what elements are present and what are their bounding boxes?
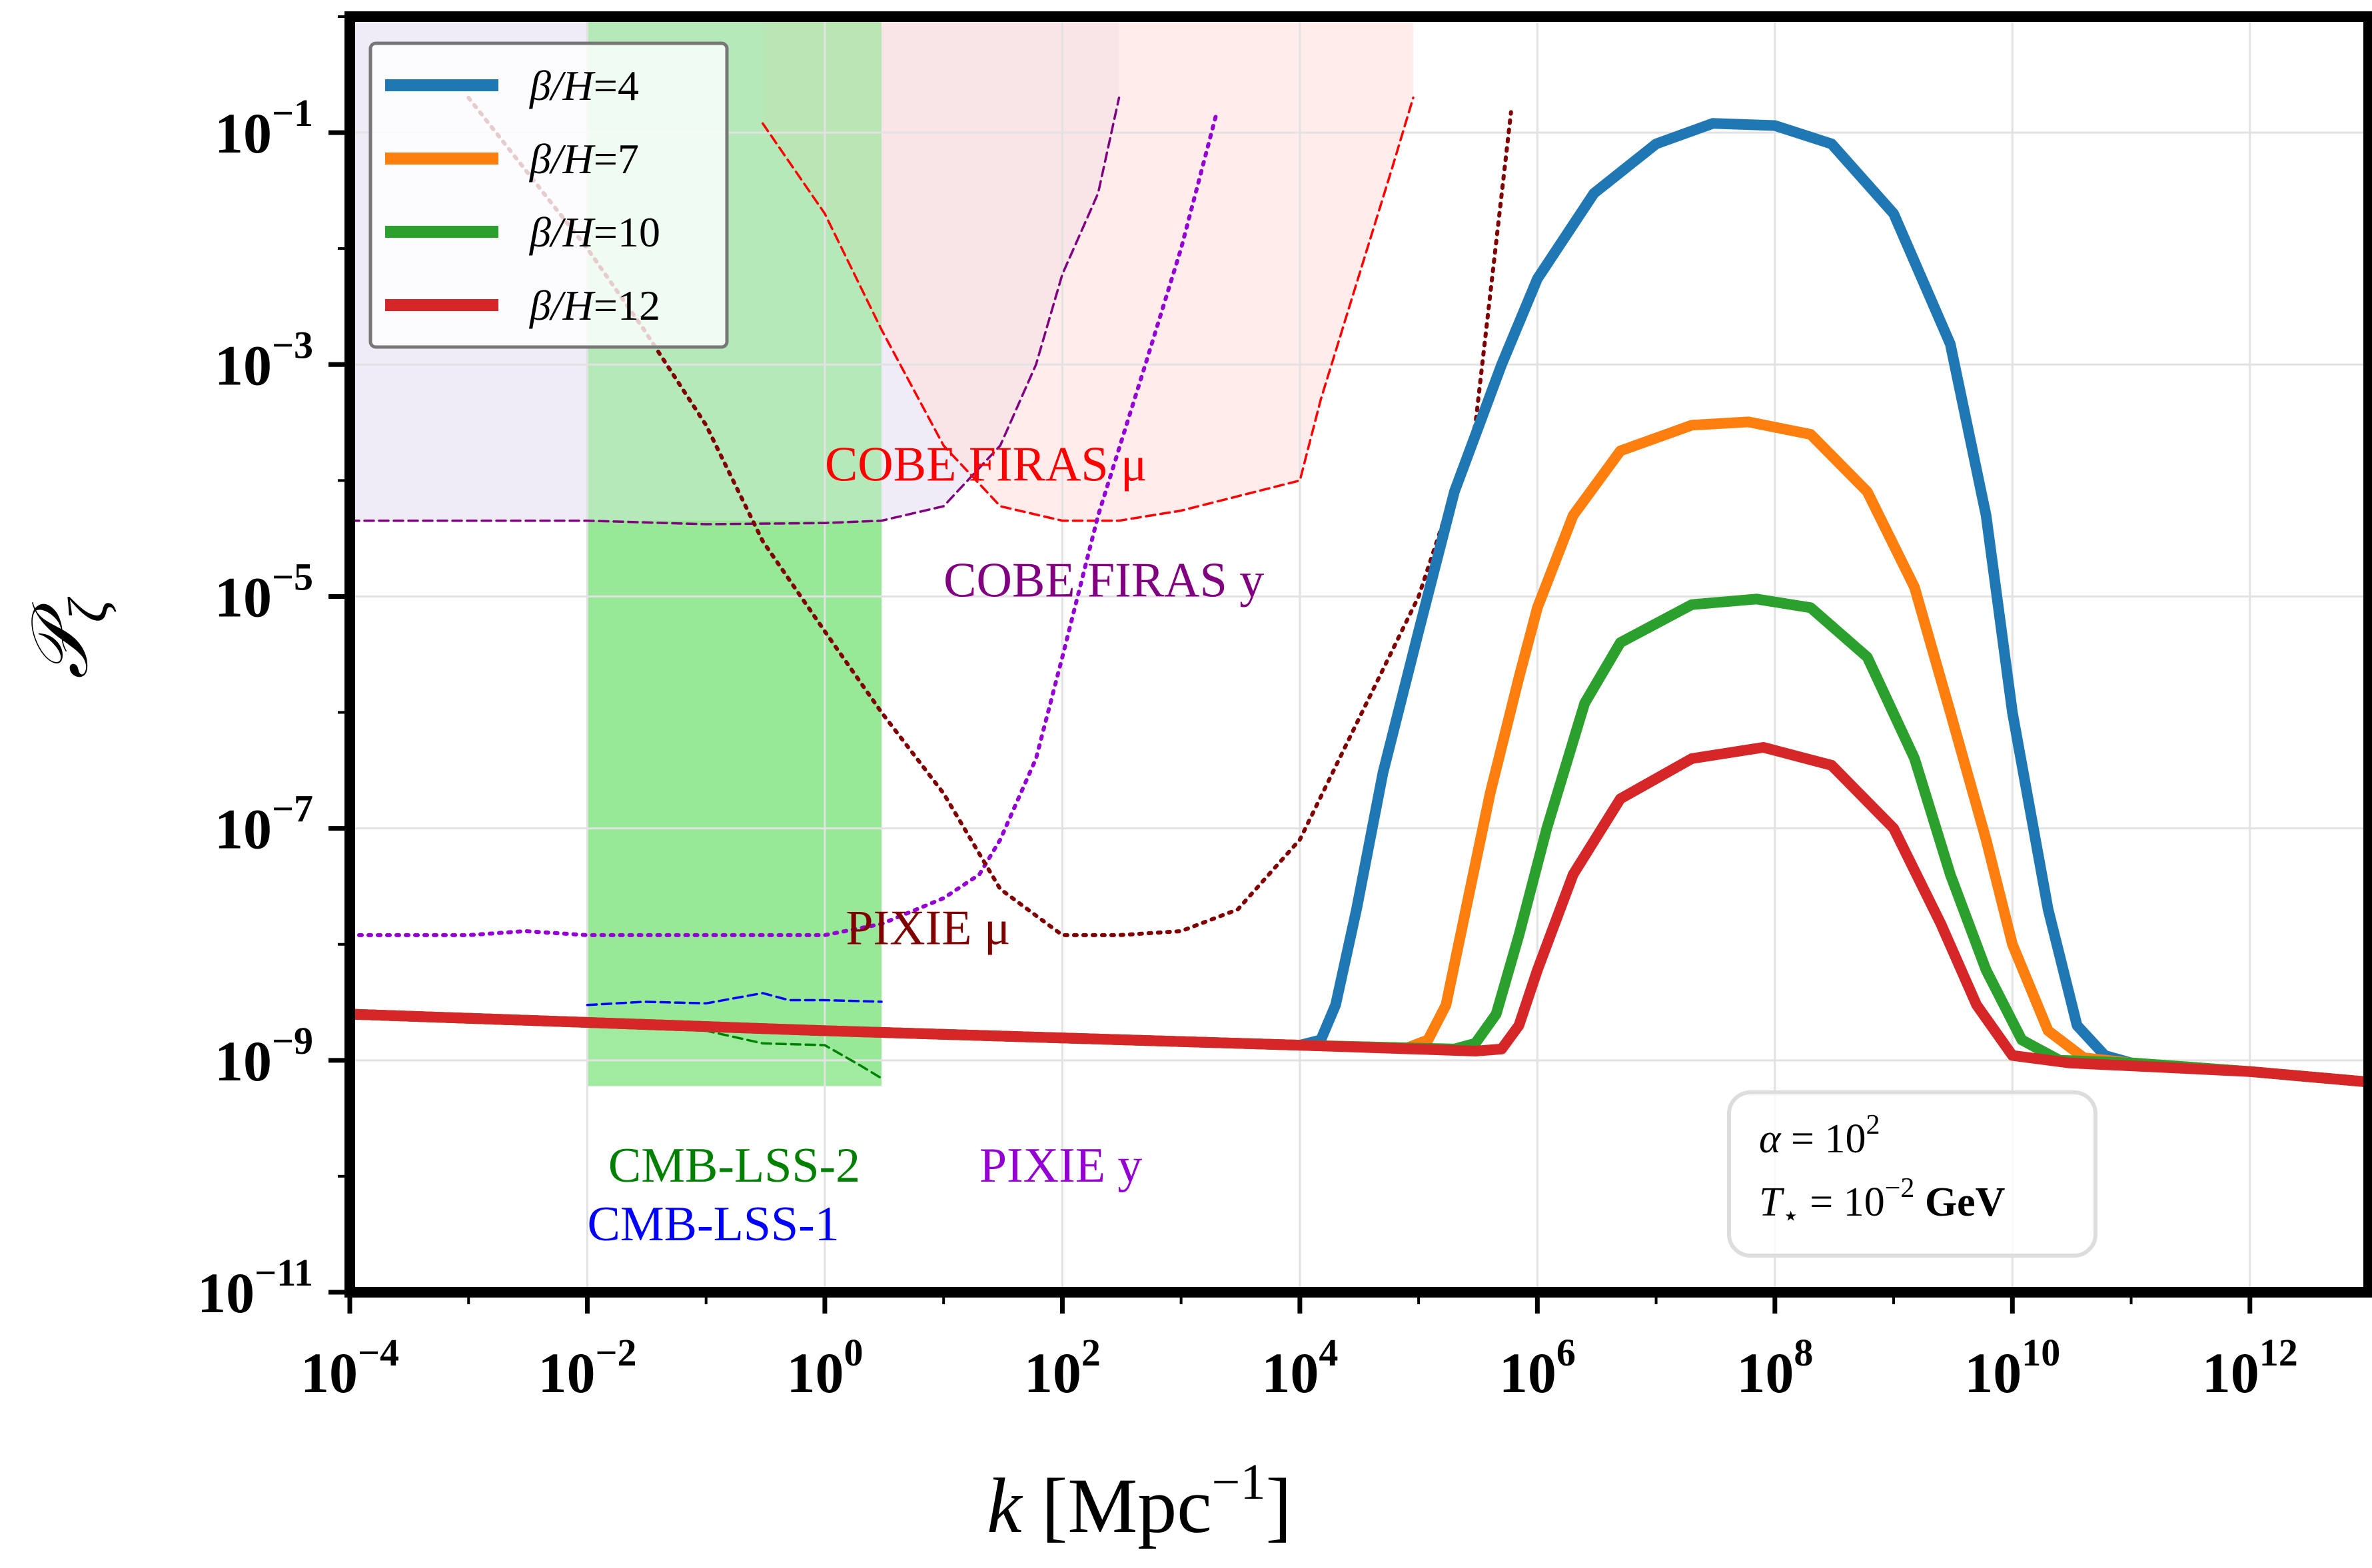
constraint-fills xyxy=(350,17,1413,1086)
temperature-annotation: T⋆ = 10−2 GeV xyxy=(1759,1173,2006,1232)
x-tick-label: 108 xyxy=(1736,1331,1813,1405)
constraint-cmb-lss-2 xyxy=(586,1024,883,1080)
legend-box xyxy=(368,41,729,349)
y-tick-label: 10−11 xyxy=(197,1251,313,1325)
x-tick-label: 10−4 xyxy=(300,1331,399,1405)
alpha-annotation: α = 102 xyxy=(1759,1110,1880,1162)
x-tick-label: 10−2 xyxy=(538,1331,636,1405)
fill-cobe-firas xyxy=(762,17,1413,521)
constraint-cmb-lss-1 xyxy=(586,992,883,1006)
constraint-cobe-firas xyxy=(761,96,1415,522)
y-tick-label: 10−3 xyxy=(215,323,313,397)
region-labels: COBE FIRAS μ COBE FIRAS y PIXIE μ PIXIE y CM… xyxy=(587,437,1264,1252)
legend-label-h-12: β/H=12 xyxy=(528,282,660,329)
x-tick-label: 100 xyxy=(786,1331,863,1405)
constraint-pixie xyxy=(466,95,1513,937)
y-tick-label: 10−5 xyxy=(215,555,313,629)
x-axis-title: k [Mpc−1] xyxy=(987,1454,1292,1549)
legend-label-h-10: β/H=10 xyxy=(528,208,660,256)
legend-label-h-4: β/H=4 xyxy=(528,62,639,109)
region-label-cobe-firas-y: COBE FIRAS y xyxy=(943,553,1264,607)
x-tick-label: 1012 xyxy=(2202,1331,2298,1405)
legend: β/H=4 β/H=7 β/H=10 β/H=12 xyxy=(368,41,729,349)
x-tick-label: 102 xyxy=(1024,1331,1101,1405)
x-tick-label: 1010 xyxy=(1964,1331,2060,1405)
y-tick-label: 10−1 xyxy=(215,91,313,165)
region-label-pixie-y: PIXIE y xyxy=(979,1138,1143,1193)
parameter-box: α = 102 T⋆ = 10−2 GeV xyxy=(1727,1090,2097,1258)
plot-frame xyxy=(344,11,2372,1298)
constraint-pixie-y xyxy=(350,110,1219,937)
y-axis-title: 𝒫ζ xyxy=(17,596,119,679)
y-tick-label: 10−9 xyxy=(215,1019,313,1093)
x-tick-label: 106 xyxy=(1499,1331,1576,1405)
legend-label-h-7: β/H=7 xyxy=(528,135,639,183)
region-label-cobe-firas: COBE FIRAS μ xyxy=(825,437,1147,492)
series-line-h-7 xyxy=(350,416,2369,1088)
region-label-cmb-lss-1: CMB-LSS-1 xyxy=(587,1197,839,1252)
cmb-lss-band xyxy=(587,520,882,1086)
axis-ticks: 10−4 10−2 100 102 104 106 108 1010 1012 10−1 10−3 1… xyxy=(197,15,2298,1405)
y-tick-label: 10−7 xyxy=(215,787,313,861)
constraint-cobe-firas-y xyxy=(350,96,1121,526)
region-label-cmb-lss-2: CMB-LSS-2 xyxy=(608,1138,860,1193)
series-line-h-12 xyxy=(350,742,2369,1088)
series-lines xyxy=(350,118,2369,1088)
region-label-pixie: PIXIE μ xyxy=(846,901,1010,956)
x-tick-label: 104 xyxy=(1261,1331,1338,1405)
parameter-box-frame xyxy=(1727,1090,2097,1258)
constraint-lines xyxy=(350,95,1513,1080)
series-line-h-4 xyxy=(350,118,2369,1088)
